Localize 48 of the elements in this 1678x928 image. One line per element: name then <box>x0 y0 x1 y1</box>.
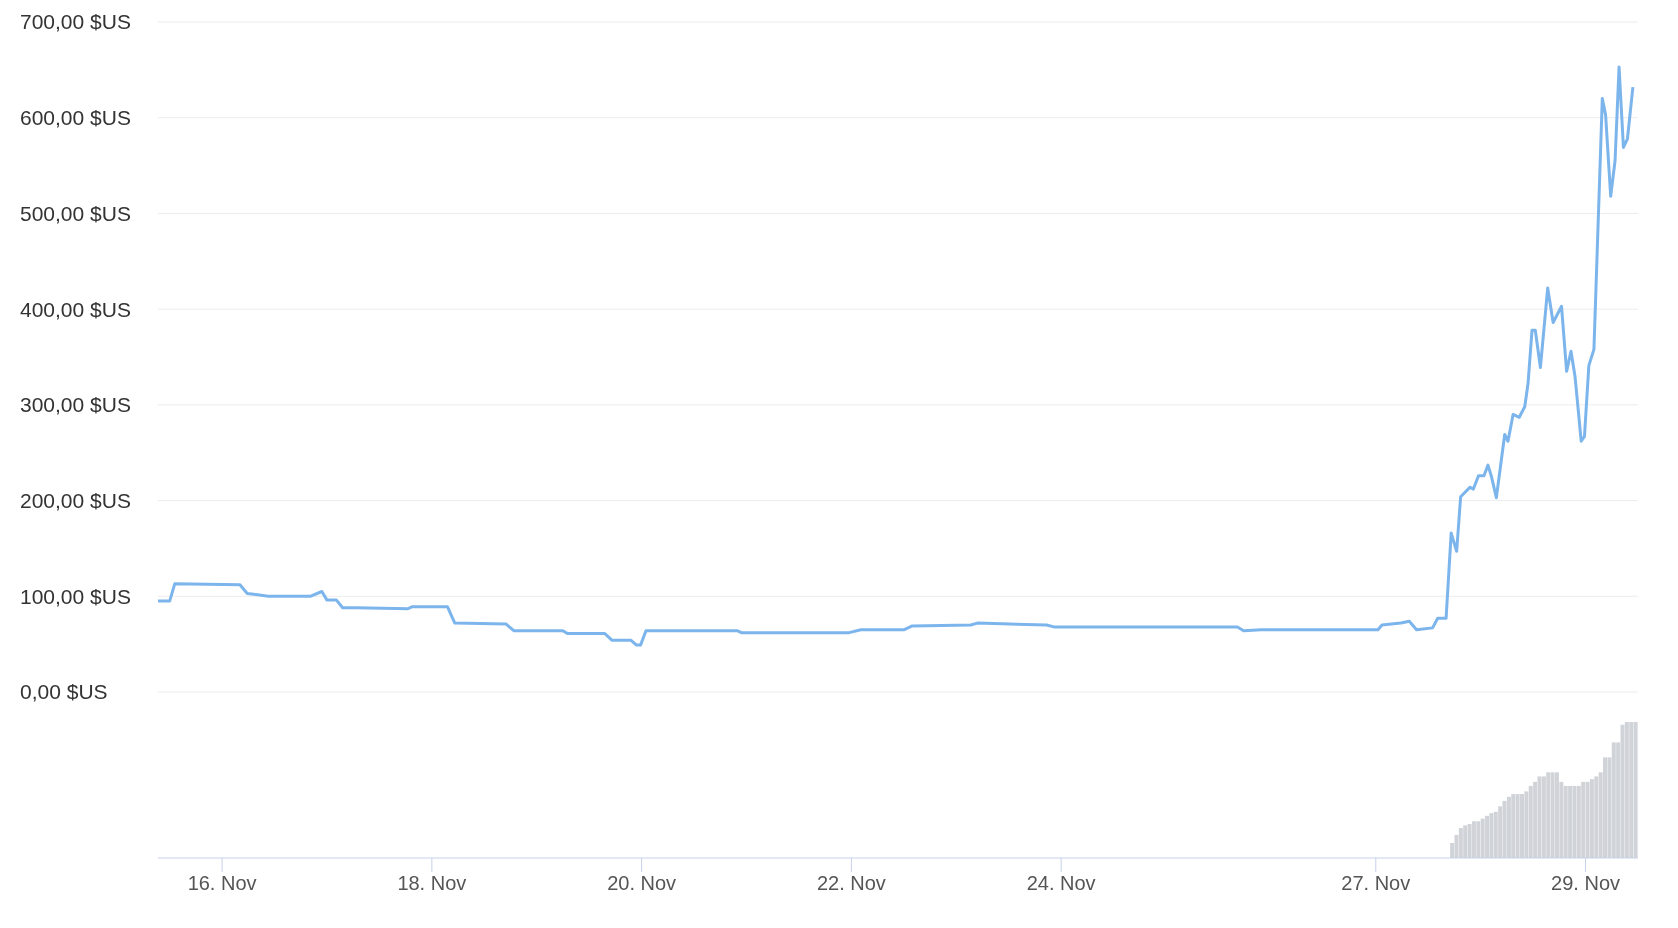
bar <box>1489 813 1494 858</box>
x-tick-label: 24. Nov <box>1026 872 1096 895</box>
y-tick-label: 0,00 $US <box>20 680 108 704</box>
bar <box>1515 794 1520 858</box>
bar <box>1572 785 1577 858</box>
bar <box>1506 796 1511 858</box>
y-tick-label: 300,00 $US <box>20 393 131 417</box>
x-tick-label: 22. Nov <box>816 872 886 895</box>
bar <box>1603 757 1608 858</box>
y-tick-label: 700,00 $US <box>20 10 131 34</box>
bar <box>1476 821 1481 858</box>
bar <box>1624 722 1629 858</box>
bar <box>1576 785 1581 858</box>
bar <box>1546 772 1551 858</box>
y-tick-label: 500,00 $US <box>20 201 131 225</box>
bar <box>1594 776 1599 858</box>
bar <box>1554 772 1559 858</box>
bar <box>1589 779 1594 858</box>
bar <box>1480 818 1485 858</box>
bar <box>1581 781 1586 858</box>
x-tick-label: 16. Nov <box>187 872 257 895</box>
bar <box>1585 781 1590 858</box>
x-tick-label: 27. Nov <box>1341 872 1411 895</box>
y-tick-label: 200,00 $US <box>20 489 131 513</box>
bar <box>1563 785 1568 858</box>
bar <box>1611 742 1616 858</box>
bar <box>1568 785 1573 858</box>
bar <box>1541 776 1546 858</box>
bar <box>1471 821 1476 858</box>
bar <box>1485 815 1490 858</box>
x-tick-label: 29. Nov <box>1551 872 1621 895</box>
bar <box>1550 772 1555 858</box>
bar <box>1528 785 1533 858</box>
bar <box>1511 794 1516 858</box>
bar <box>1537 776 1542 858</box>
y-tick-label: 400,00 $US <box>20 297 131 321</box>
y-tick-label: 100,00 $US <box>20 584 131 608</box>
bar <box>1502 800 1507 858</box>
y-tick-label: 600,00 $US <box>20 106 131 130</box>
x-tick-label: 20. Nov <box>607 872 677 895</box>
bar <box>1463 825 1468 858</box>
bar <box>1620 724 1625 858</box>
bar <box>1633 722 1638 858</box>
bar <box>1520 794 1525 858</box>
bar <box>1629 722 1634 858</box>
bar <box>1458 828 1463 858</box>
bar <box>1467 824 1472 858</box>
x-tick-label: 18. Nov <box>397 872 467 895</box>
